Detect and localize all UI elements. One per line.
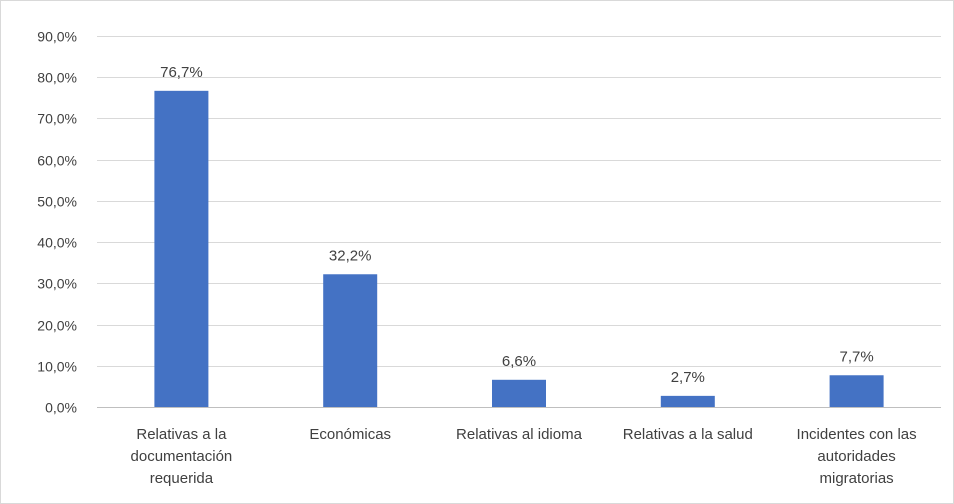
category-label: Económicas: [309, 426, 391, 443]
y-tick-label: 70,0%: [37, 111, 77, 127]
data-label: 7,7%: [839, 348, 873, 365]
data-label: 76,7%: [160, 64, 203, 81]
data-label: 32,2%: [329, 247, 372, 264]
y-tick-label: 60,0%: [37, 153, 77, 169]
category-label: Incidentes con las autoridades migratorias: [797, 426, 917, 487]
category-label: Relativas a la salud: [623, 426, 753, 443]
y-tick-label: 0,0%: [45, 400, 77, 416]
y-tick-label: 30,0%: [37, 276, 77, 292]
y-tick-label: 80,0%: [37, 70, 77, 86]
category-labels: Relativas a la documentación requerida Econ…: [131, 426, 917, 487]
data-label: 6,6%: [502, 353, 536, 370]
category-label: Relativas al idioma: [456, 426, 583, 443]
bar: [829, 375, 884, 407]
y-tick-label: 10,0%: [37, 359, 77, 375]
bars: [154, 90, 884, 407]
y-tick-label: 50,0%: [37, 194, 77, 210]
data-label: 2,7%: [671, 369, 705, 386]
data-labels: 76,7% 32,2% 6,6% 2,7% 7,7%: [160, 64, 874, 386]
bar: [660, 395, 715, 407]
bar: [323, 274, 378, 407]
y-axis-tick-labels: 0,0% 10,0% 20,0% 30,0% 40,0% 50,0% 60,0% 70,0% 8…: [37, 29, 77, 416]
gridlines: [97, 36, 941, 408]
category-label: Relativas a la documentación requerida: [131, 426, 233, 487]
y-tick-label: 20,0%: [37, 318, 77, 334]
bar: [154, 90, 209, 407]
y-tick-label: 90,0%: [37, 29, 77, 45]
y-tick-label: 40,0%: [37, 235, 77, 251]
bar: [492, 379, 546, 407]
